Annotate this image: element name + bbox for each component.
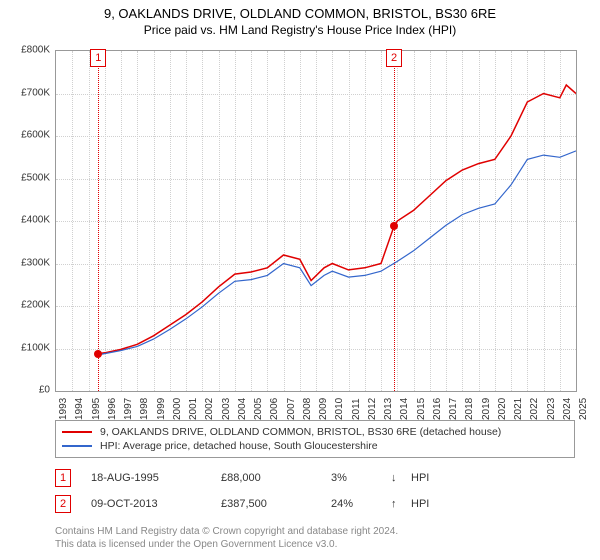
x-tick-label: 2025 (578, 398, 589, 420)
x-tick-label: 2006 (269, 398, 280, 420)
events-table: 118-AUG-1995£88,0003%↓HPI209-OCT-2013£38… (55, 465, 575, 517)
x-tick-label: 2012 (367, 398, 378, 420)
y-tick-label: £100K (21, 342, 50, 353)
x-tick-label: 1996 (107, 398, 118, 420)
x-tick-label: 2022 (529, 398, 540, 420)
x-tick-label: 2005 (253, 398, 264, 420)
event-row: 2 09-OCT-2013£387,50024%↑HPI (55, 491, 575, 517)
event-pct: 24% (331, 498, 391, 510)
x-tick-label: 2004 (237, 398, 248, 420)
x-tick-label: 2021 (513, 398, 524, 420)
plot-region: 12 (55, 50, 577, 392)
legend-item: 9, OAKLANDS DRIVE, OLDLAND COMMON, BRIST… (62, 425, 568, 439)
x-tick-label: 2024 (562, 398, 573, 420)
event-label: HPI (411, 472, 575, 484)
x-tick-label: 1993 (58, 398, 69, 420)
y-tick-label: £300K (21, 257, 50, 268)
y-tick-label: £0 (39, 385, 50, 396)
event-pct: 3% (331, 472, 391, 484)
x-tick-label: 1995 (91, 398, 102, 420)
x-tick-label: 2017 (448, 398, 459, 420)
legend-label: 9, OAKLANDS DRIVE, OLDLAND COMMON, BRIST… (100, 426, 501, 438)
x-tick-label: 2009 (318, 398, 329, 420)
legend-item: HPI: Average price, detached house, Sout… (62, 439, 568, 453)
event-date: 18-AUG-1995 (91, 472, 221, 484)
y-tick-label: £500K (21, 172, 50, 183)
legend-swatch (62, 445, 92, 447)
event-date: 09-OCT-2013 (91, 498, 221, 510)
event-arrow-icon: ↓ (391, 472, 411, 484)
x-tick-label: 2011 (351, 398, 362, 420)
legend-swatch (62, 431, 92, 433)
x-tick-label: 2013 (383, 398, 394, 420)
x-tick-label: 2007 (286, 398, 297, 420)
chart-container: 9, OAKLANDS DRIVE, OLDLAND COMMON, BRIST… (0, 0, 600, 560)
event-dot-2 (390, 222, 398, 230)
x-tick-label: 2000 (172, 398, 183, 420)
x-tick-label: 2023 (546, 398, 557, 420)
x-tick-label: 2019 (481, 398, 492, 420)
event-row: 1 18-AUG-1995£88,0003%↓HPI (55, 465, 575, 491)
event-price: £387,500 (221, 498, 331, 510)
x-tick-label: 1999 (156, 398, 167, 420)
y-tick-label: £400K (21, 215, 50, 226)
chart-subtitle: Price paid vs. HM Land Registry's House … (0, 21, 600, 37)
x-tick-label: 2015 (416, 398, 427, 420)
footer-line-2: This data is licensed under the Open Gov… (55, 538, 575, 551)
chart-title: 9, OAKLANDS DRIVE, OLDLAND COMMON, BRIST… (0, 0, 600, 21)
y-tick-label: £700K (21, 87, 50, 98)
chart-area: 12 £0£100K£200K£300K£400K£500K£600K£700K… (55, 50, 575, 390)
x-tick-label: 2003 (221, 398, 232, 420)
legend-label: HPI: Average price, detached house, Sout… (100, 440, 378, 452)
footer-line-1: Contains HM Land Registry data © Crown c… (55, 525, 575, 538)
y-tick-label: £600K (21, 130, 50, 141)
footer-text: Contains HM Land Registry data © Crown c… (55, 525, 575, 551)
x-tick-label: 1998 (139, 398, 150, 420)
x-tick-label: 1994 (74, 398, 85, 420)
series-property (98, 85, 576, 354)
event-row-marker: 1 (55, 469, 71, 487)
event-arrow-icon: ↑ (391, 498, 411, 510)
x-tick-label: 2008 (302, 398, 313, 420)
x-tick-label: 1997 (123, 398, 134, 420)
y-tick-label: £800K (21, 45, 50, 56)
event-label: HPI (411, 498, 575, 510)
x-tick-label: 2020 (497, 398, 508, 420)
event-dot-1 (94, 350, 102, 358)
x-tick-label: 2001 (188, 398, 199, 420)
event-row-marker: 2 (55, 495, 71, 513)
x-tick-label: 2010 (334, 398, 345, 420)
x-tick-label: 2014 (399, 398, 410, 420)
x-tick-label: 2018 (464, 398, 475, 420)
x-tick-label: 2016 (432, 398, 443, 420)
x-tick-label: 2002 (204, 398, 215, 420)
event-price: £88,000 (221, 472, 331, 484)
line-svg (56, 51, 576, 391)
legend-box: 9, OAKLANDS DRIVE, OLDLAND COMMON, BRIST… (55, 420, 575, 458)
y-tick-label: £200K (21, 300, 50, 311)
